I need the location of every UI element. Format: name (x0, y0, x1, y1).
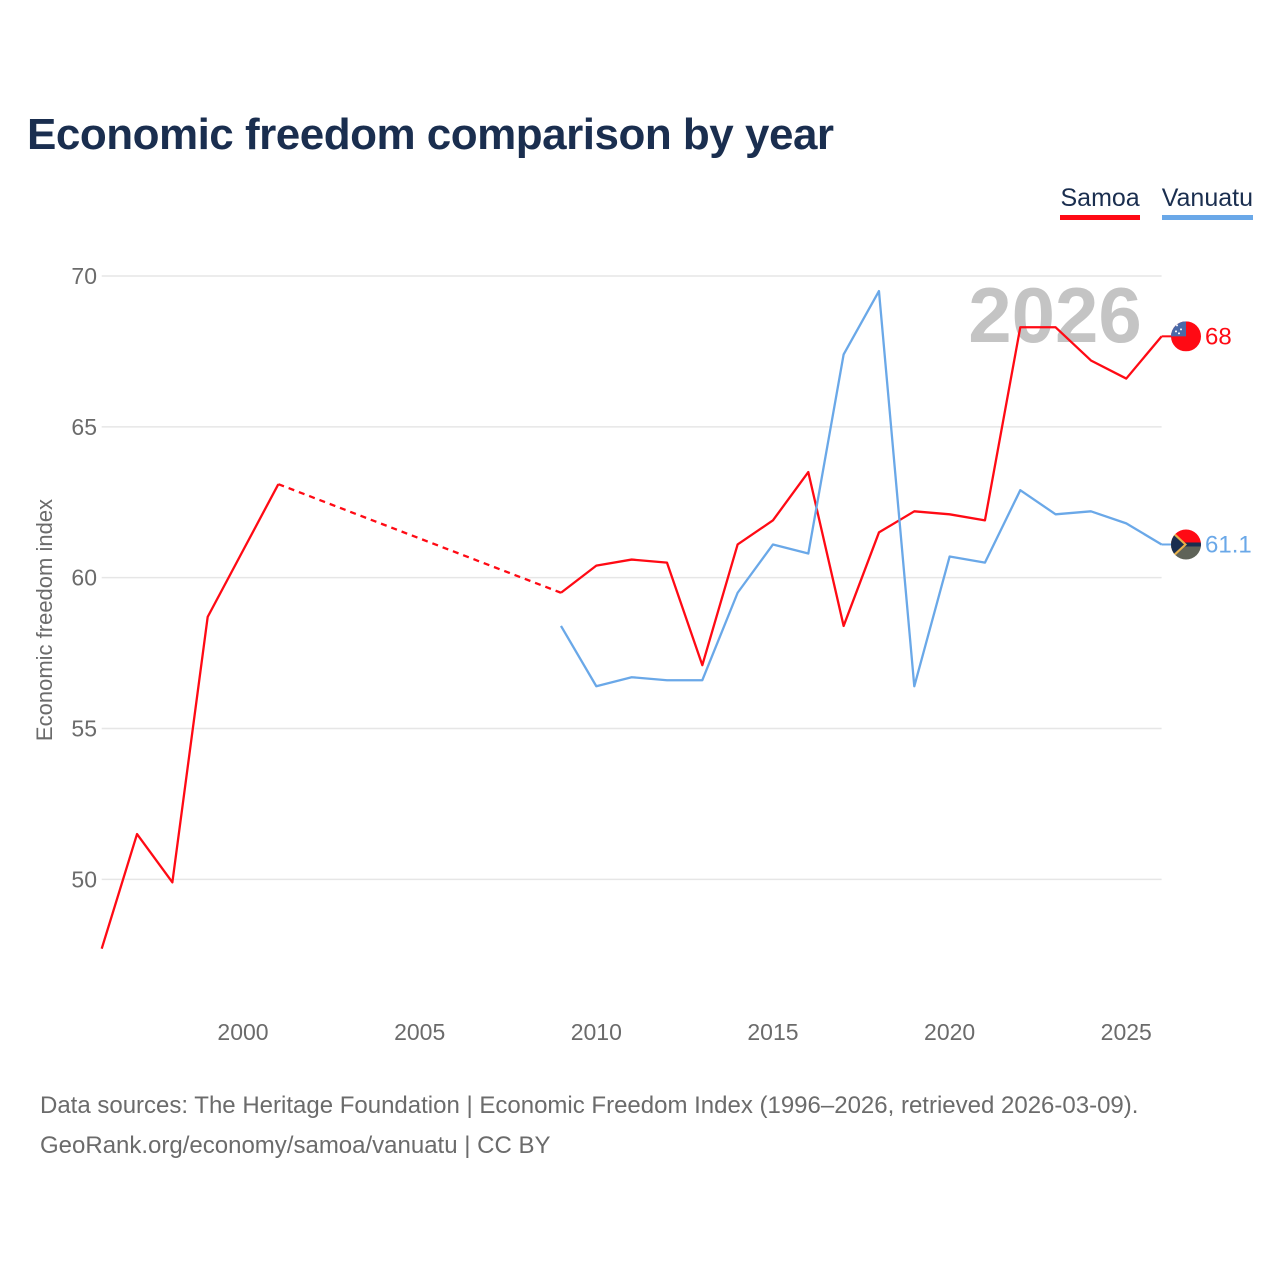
x-tick-label: 2025 (1101, 1019, 1152, 1045)
data-point-vanuatu (1017, 487, 1023, 493)
data-point-samoa (593, 563, 599, 569)
data-point-samoa (1053, 324, 1059, 330)
series-line-samoa (100, 483, 280, 950)
year-watermark: 2026 (968, 271, 1142, 359)
end-value-label-samoa: 68 (1205, 323, 1232, 350)
y-axis-label: Economic freedom index (32, 499, 57, 741)
footer: Data sources: The Heritage Foundation | … (40, 1086, 1138, 1166)
y-tick-label: 70 (71, 263, 97, 289)
data-point-samoa (169, 879, 175, 885)
x-tick-label: 2005 (394, 1019, 445, 1045)
data-point-samoa (629, 557, 635, 563)
data-point-vanuatu (735, 590, 741, 596)
y-tick-label: 65 (71, 414, 97, 440)
chart-title: Economic freedom comparison by year (27, 110, 834, 159)
data-point-samoa (841, 623, 847, 629)
legend-item-vanuatu[interactable]: Vanuatu (1161, 184, 1253, 220)
data-point-vanuatu (947, 554, 953, 560)
data-point-samoa (134, 831, 140, 837)
data-point-vanuatu (1088, 508, 1094, 514)
series-line-vanuatu (559, 289, 1163, 688)
end-value-label-vanuatu: 61.1 (1205, 531, 1252, 558)
x-tick-label: 2000 (217, 1019, 268, 1045)
samoa-flag-icon (1171, 321, 1201, 352)
y-tick-label: 60 (71, 565, 97, 591)
data-point-samoa (275, 481, 281, 487)
data-point-vanuatu (982, 560, 988, 566)
data-point-samoa (735, 541, 741, 547)
vanuatu-flag-icon (1171, 529, 1201, 560)
data-point-samoa (558, 590, 564, 596)
series-gap-dashed-samoa (277, 483, 562, 594)
attribution-link[interactable]: GeoRank.org/economy/samoa/vanuatu | CC B… (40, 1132, 551, 1159)
data-point-samoa (240, 548, 246, 554)
x-tick-label: 2020 (924, 1019, 975, 1045)
data-point-vanuatu (911, 683, 917, 689)
data-point-samoa (770, 517, 776, 523)
data-point-vanuatu (699, 677, 705, 683)
data-point-vanuatu (876, 288, 882, 294)
data-point-samoa (1017, 324, 1023, 330)
data-point-samoa (699, 662, 705, 668)
data-point-vanuatu (841, 351, 847, 357)
data-point-samoa (1123, 376, 1129, 382)
data-point-vanuatu (1123, 520, 1129, 526)
data-point-samoa (664, 560, 670, 566)
data-point-samoa (911, 508, 917, 514)
data-point-vanuatu (629, 674, 635, 680)
data-point-vanuatu (558, 623, 564, 629)
data-point-samoa (805, 469, 811, 475)
data-point-vanuatu (664, 677, 670, 683)
data-point-vanuatu (1053, 511, 1059, 517)
legend: Samoa Vanuatu (1060, 184, 1253, 220)
legend-item-samoa[interactable]: Samoa (1060, 184, 1140, 220)
y-tick-label: 55 (71, 716, 97, 742)
data-point-samoa (1088, 357, 1094, 363)
data-point-vanuatu (593, 683, 599, 689)
y-tick-label: 50 (71, 866, 97, 892)
x-tick-label: 2010 (571, 1019, 622, 1045)
data-point-samoa (982, 517, 988, 523)
data-point-samoa (876, 529, 882, 535)
data-point-vanuatu (805, 551, 811, 557)
data-point-vanuatu (770, 541, 776, 547)
series-line-samoa (560, 326, 1163, 667)
data-point-samoa (205, 614, 211, 620)
x-tick-label: 2015 (747, 1019, 798, 1045)
data-point-samoa (947, 511, 953, 517)
source-note: Data sources: The Heritage Foundation | … (40, 1092, 1139, 1119)
data-point-samoa (99, 946, 105, 952)
